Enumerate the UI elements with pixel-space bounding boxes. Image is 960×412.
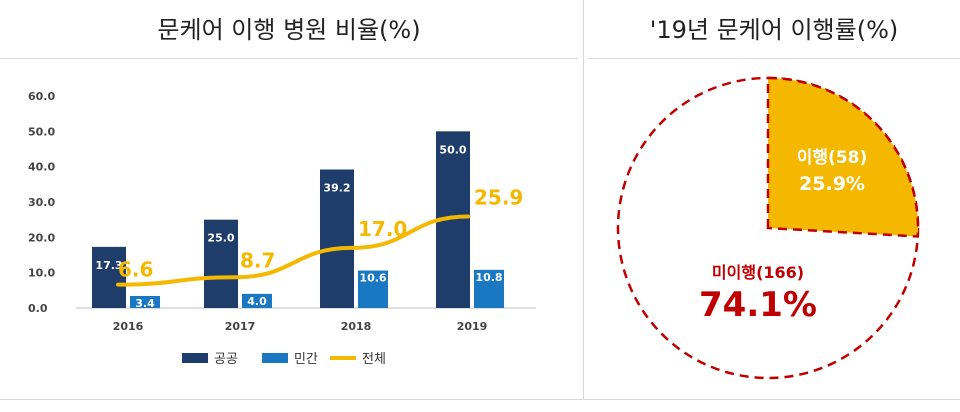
line-label-total: 17.0 [358,217,407,241]
y-tick-label: 60.0 [28,90,55,103]
pie-slice-implemented [766,76,920,238]
series-line-total [116,214,470,287]
bar-label-public: 17.3 [95,259,122,272]
bar-private [474,269,504,308]
bar-label-private: 10.6 [359,272,386,285]
x-tick-label: 2017 [225,320,256,333]
legend-label-total: 전체 [362,352,386,367]
bar-private [242,293,272,308]
title-divider-right [588,58,960,59]
y-tick-label: 50.0 [28,125,55,138]
bar-label-public: 39.2 [323,181,350,194]
legend-swatch-public [182,353,208,363]
y-tick-label: 20.0 [28,231,55,244]
bar-label-public: 25.0 [207,232,234,245]
line-label-total: 25.9 [474,185,523,209]
bar-label-public: 50.0 [439,143,466,156]
x-tick-label: 2018 [341,320,372,333]
pie-label-implemented: 이행(58) [797,148,867,168]
y-tick-label: 30.0 [28,196,55,209]
y-tick-label: 0.0 [28,302,48,315]
title-divider-left [0,58,578,59]
pie-chart-title: '19년 문케어 이행률(%) [649,16,899,44]
x-tick-label: 2019 [457,320,488,333]
bar-label-private: 4.0 [247,295,267,308]
y-tick-label: 10.0 [28,267,55,280]
y-tick-label: 40.0 [28,161,55,174]
legend-swatch-total [330,356,356,360]
line-label-total: 8.7 [240,248,275,272]
panel-divider [583,0,584,400]
bar-public [320,169,354,308]
legend-label-private: 민간 [294,352,318,367]
legend-label-public: 공공 [214,352,238,367]
bar-private [358,270,388,308]
bar-chart-title: 문케어 이행 병원 비율(%) [157,16,421,44]
bar-public [92,246,126,308]
bar-label-private: 10.8 [475,271,502,284]
x-tick-label: 2016 [113,320,144,333]
pie-value-implemented: 25.9% [799,173,865,195]
legend-swatch-private [262,353,288,363]
bar-private [130,295,160,308]
bar-label-private: 3.4 [135,297,155,310]
bar-public [204,219,238,308]
pie-label-not-implemented: 미이행(166) [712,263,804,282]
bottom-divider [0,399,960,400]
line-label-total: 6.6 [118,258,153,282]
pie-value-not-implemented: 74.1% [699,285,817,325]
